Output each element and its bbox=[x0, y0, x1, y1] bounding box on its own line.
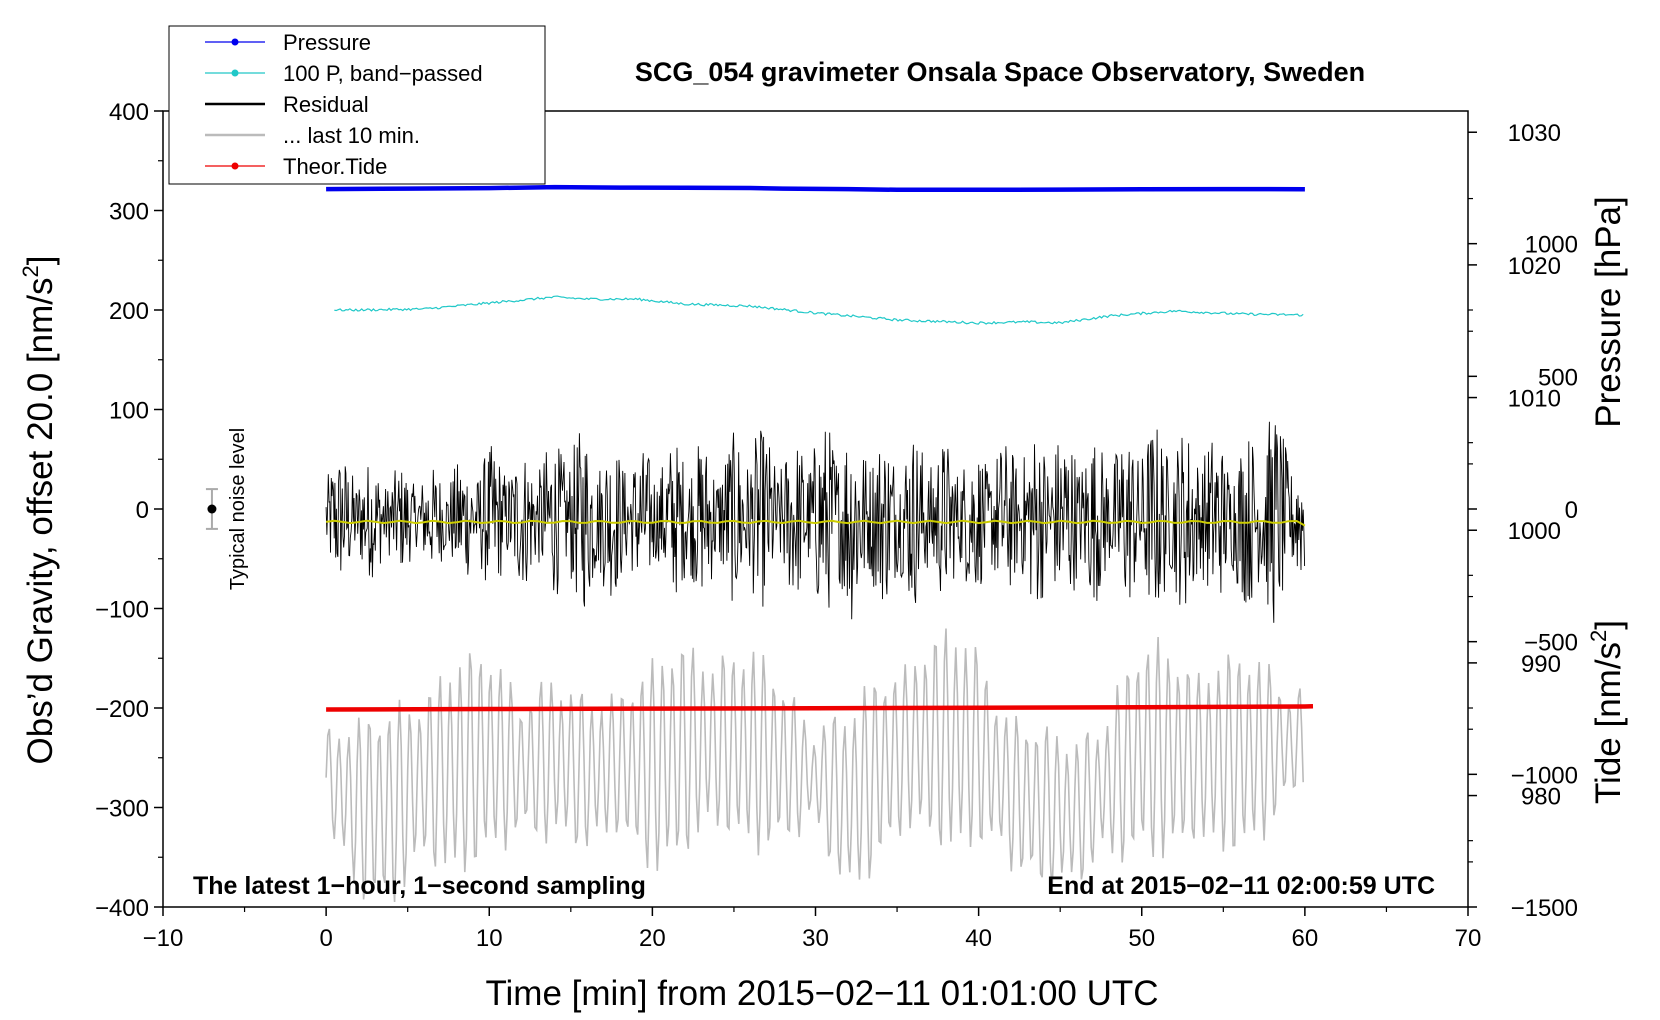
tide-axis-label: Tide [nm/s2] bbox=[1586, 620, 1628, 804]
x-tick-label: 50 bbox=[1128, 925, 1155, 952]
legend-marker bbox=[231, 162, 239, 170]
y-axis-label-sup: 2 bbox=[18, 265, 43, 277]
y-tick-label: 200 bbox=[109, 298, 149, 325]
x-tick-label: 0 bbox=[319, 925, 332, 952]
x-tick-label: 60 bbox=[1292, 925, 1319, 952]
tide-tick-label: −1500 bbox=[1511, 895, 1578, 922]
noise-level-label: Typical noise level bbox=[227, 428, 249, 590]
legend-label: Theor.Tide bbox=[283, 154, 387, 179]
series-layer bbox=[325, 184, 1314, 903]
pressure-tick-label: 990 bbox=[1521, 651, 1561, 678]
pressure-tick-label: 1020 bbox=[1508, 253, 1561, 280]
x-tick-label: 20 bbox=[639, 925, 666, 952]
y-tick-label: 400 bbox=[109, 99, 149, 126]
chart-title: SCG_054 gravimeter Onsala Space Observat… bbox=[635, 57, 1365, 87]
legend-marker bbox=[231, 38, 239, 46]
tide-tick-label: 1000 bbox=[1525, 232, 1578, 259]
x-tick-label: 40 bbox=[965, 925, 992, 952]
x-tick-label: 10 bbox=[476, 925, 503, 952]
pressure-axis-label: Pressure [hPa] bbox=[1589, 196, 1628, 428]
series-last-10-min bbox=[325, 628, 1304, 903]
tide-tick-label: 0 bbox=[1565, 497, 1578, 524]
x-tick-label: 70 bbox=[1455, 925, 1482, 952]
pressure-tick-label: 1030 bbox=[1508, 120, 1561, 147]
x-axis-label: Time [min] from 2015−02−11 01:01:00 UTC bbox=[485, 974, 1158, 1013]
tide-axis-label-main: Tide [nm/s bbox=[1589, 642, 1628, 804]
axes-layer: −10 0 10 20 30 40 50 60 704003002001000−100−200−… bbox=[95, 99, 1578, 952]
series-theor-tide bbox=[326, 704, 1314, 712]
y-axis-label: Obs’d Gravity, offset 20.0 [nm/s2] bbox=[18, 256, 60, 765]
y-tick-label: −200 bbox=[95, 696, 149, 723]
y-tick-label: 0 bbox=[136, 497, 149, 524]
y-axis-label-main: Obs’d Gravity, offset 20.0 [nm/s bbox=[21, 278, 60, 765]
legend-label: Residual bbox=[283, 92, 369, 117]
tide-tick-label: −500 bbox=[1524, 630, 1578, 657]
noise-center-point bbox=[207, 504, 217, 514]
tide-axis-label-close: ] bbox=[1589, 620, 1628, 630]
tide-axis-label-sup: 2 bbox=[1586, 630, 1611, 642]
legend-marker bbox=[231, 69, 239, 77]
y-axis-label-close: ] bbox=[21, 256, 60, 266]
annotation-sampling: The latest 1−hour, 1−second sampling bbox=[193, 872, 646, 900]
pressure-tick-label: 1010 bbox=[1508, 386, 1561, 413]
y-tick-label: 300 bbox=[109, 199, 149, 226]
series-pressure bbox=[326, 184, 1305, 193]
y-tick-label: −300 bbox=[95, 796, 149, 823]
x-tick-label: −10 bbox=[143, 925, 184, 952]
legend-label: Pressure bbox=[283, 30, 371, 55]
tide-tick-label: 500 bbox=[1538, 364, 1578, 391]
y-tick-label: −400 bbox=[95, 895, 149, 922]
tide-tick-label: −1000 bbox=[1511, 762, 1578, 789]
noise-indicator bbox=[205, 488, 218, 530]
legend-label: 100 P, band−passed bbox=[283, 61, 483, 86]
legend-label: ... last 10 min. bbox=[283, 123, 420, 148]
series-residual-smoothed bbox=[325, 519, 1306, 527]
series-residual bbox=[325, 421, 1306, 623]
series-band-passed bbox=[334, 295, 1304, 325]
annotation-end-time: End at 2015−02−11 02:00:59 UTC bbox=[1047, 872, 1435, 900]
pressure-tick-label: 1000 bbox=[1508, 518, 1561, 545]
pressure-tick-label: 980 bbox=[1521, 784, 1561, 811]
y-tick-label: −100 bbox=[95, 597, 149, 624]
y-tick-label: 100 bbox=[109, 398, 149, 425]
x-tick-label: 30 bbox=[802, 925, 829, 952]
legend: Pressure 100 P, band−passed Residual ... la… bbox=[168, 25, 546, 185]
